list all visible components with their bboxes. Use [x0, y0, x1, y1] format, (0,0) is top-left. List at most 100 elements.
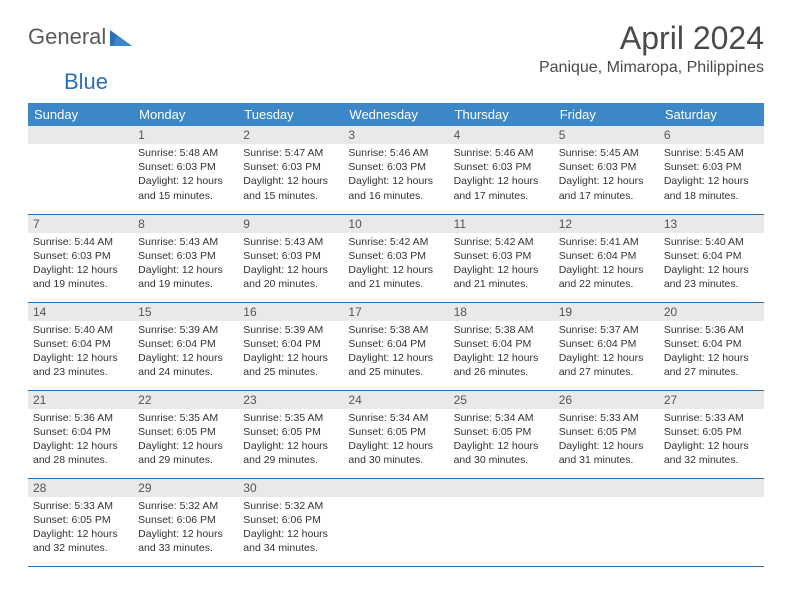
- calendar-week-row: 28Sunrise: 5:33 AMSunset: 6:05 PMDayligh…: [28, 478, 764, 566]
- logo-triangle-icon: [110, 28, 132, 46]
- day-number: 16: [238, 303, 343, 321]
- day-details: Sunrise: 5:36 AMSunset: 6:04 PMDaylight:…: [28, 409, 133, 472]
- calendar-day-cell: 13Sunrise: 5:40 AMSunset: 6:04 PMDayligh…: [659, 214, 764, 302]
- day-number: 27: [659, 391, 764, 409]
- day-number: 26: [554, 391, 659, 409]
- day-number: 23: [238, 391, 343, 409]
- day-details: Sunrise: 5:36 AMSunset: 6:04 PMDaylight:…: [659, 321, 764, 384]
- day-number: 5: [554, 126, 659, 144]
- calendar-day-cell: 16Sunrise: 5:39 AMSunset: 6:04 PMDayligh…: [238, 302, 343, 390]
- day-number: 30: [238, 479, 343, 497]
- day-details: Sunrise: 5:32 AMSunset: 6:06 PMDaylight:…: [133, 497, 238, 560]
- day-number: 8: [133, 215, 238, 233]
- day-details: Sunrise: 5:33 AMSunset: 6:05 PMDaylight:…: [28, 497, 133, 560]
- calendar-day-cell: 11Sunrise: 5:42 AMSunset: 6:03 PMDayligh…: [449, 214, 554, 302]
- day-details: Sunrise: 5:46 AMSunset: 6:03 PMDaylight:…: [343, 144, 448, 207]
- calendar-day-cell: 30Sunrise: 5:32 AMSunset: 6:06 PMDayligh…: [238, 478, 343, 566]
- day-number: 13: [659, 215, 764, 233]
- day-number: 15: [133, 303, 238, 321]
- weekday-header: Thursday: [449, 103, 554, 126]
- weekday-header: Sunday: [28, 103, 133, 126]
- weekday-header: Wednesday: [343, 103, 448, 126]
- calendar-day-cell: 10Sunrise: 5:42 AMSunset: 6:03 PMDayligh…: [343, 214, 448, 302]
- calendar-day-cell: 3Sunrise: 5:46 AMSunset: 6:03 PMDaylight…: [343, 126, 448, 214]
- day-details: Sunrise: 5:38 AMSunset: 6:04 PMDaylight:…: [449, 321, 554, 384]
- day-details: Sunrise: 5:34 AMSunset: 6:05 PMDaylight:…: [449, 409, 554, 472]
- day-details: Sunrise: 5:38 AMSunset: 6:04 PMDaylight:…: [343, 321, 448, 384]
- calendar-day-cell: 19Sunrise: 5:37 AMSunset: 6:04 PMDayligh…: [554, 302, 659, 390]
- day-details: Sunrise: 5:47 AMSunset: 6:03 PMDaylight:…: [238, 144, 343, 207]
- day-number: 24: [343, 391, 448, 409]
- day-details: Sunrise: 5:43 AMSunset: 6:03 PMDaylight:…: [133, 233, 238, 296]
- day-details: Sunrise: 5:41 AMSunset: 6:04 PMDaylight:…: [554, 233, 659, 296]
- calendar-day-cell: 8Sunrise: 5:43 AMSunset: 6:03 PMDaylight…: [133, 214, 238, 302]
- empty-day-header: [554, 479, 659, 497]
- day-details: Sunrise: 5:37 AMSunset: 6:04 PMDaylight:…: [554, 321, 659, 384]
- day-details: Sunrise: 5:35 AMSunset: 6:05 PMDaylight:…: [238, 409, 343, 472]
- day-details: Sunrise: 5:46 AMSunset: 6:03 PMDaylight:…: [449, 144, 554, 207]
- calendar-day-cell: 28Sunrise: 5:33 AMSunset: 6:05 PMDayligh…: [28, 478, 133, 566]
- day-details: Sunrise: 5:40 AMSunset: 6:04 PMDaylight:…: [659, 233, 764, 296]
- calendar-day-cell: 12Sunrise: 5:41 AMSunset: 6:04 PMDayligh…: [554, 214, 659, 302]
- day-details: Sunrise: 5:39 AMSunset: 6:04 PMDaylight:…: [238, 321, 343, 384]
- day-number: 28: [28, 479, 133, 497]
- calendar-day-cell: 4Sunrise: 5:46 AMSunset: 6:03 PMDaylight…: [449, 126, 554, 214]
- day-details: Sunrise: 5:35 AMSunset: 6:05 PMDaylight:…: [133, 409, 238, 472]
- calendar-day-cell: 24Sunrise: 5:34 AMSunset: 6:05 PMDayligh…: [343, 390, 448, 478]
- day-number: 10: [343, 215, 448, 233]
- calendar-week-row: 14Sunrise: 5:40 AMSunset: 6:04 PMDayligh…: [28, 302, 764, 390]
- day-number: 25: [449, 391, 554, 409]
- day-details: Sunrise: 5:32 AMSunset: 6:06 PMDaylight:…: [238, 497, 343, 560]
- day-details: Sunrise: 5:42 AMSunset: 6:03 PMDaylight:…: [449, 233, 554, 296]
- day-number: 7: [28, 215, 133, 233]
- day-number: 9: [238, 215, 343, 233]
- day-number: 14: [28, 303, 133, 321]
- logo-text-general: General: [28, 24, 106, 50]
- weekday-header-row: SundayMondayTuesdayWednesdayThursdayFrid…: [28, 103, 764, 126]
- calendar-empty-cell: [28, 126, 133, 214]
- calendar-week-row: 7Sunrise: 5:44 AMSunset: 6:03 PMDaylight…: [28, 214, 764, 302]
- day-details: Sunrise: 5:48 AMSunset: 6:03 PMDaylight:…: [133, 144, 238, 207]
- calendar-day-cell: 15Sunrise: 5:39 AMSunset: 6:04 PMDayligh…: [133, 302, 238, 390]
- calendar-day-cell: 21Sunrise: 5:36 AMSunset: 6:04 PMDayligh…: [28, 390, 133, 478]
- day-number: 2: [238, 126, 343, 144]
- day-details: Sunrise: 5:33 AMSunset: 6:05 PMDaylight:…: [659, 409, 764, 472]
- day-number: 3: [343, 126, 448, 144]
- calendar-day-cell: 7Sunrise: 5:44 AMSunset: 6:03 PMDaylight…: [28, 214, 133, 302]
- calendar-day-cell: 22Sunrise: 5:35 AMSunset: 6:05 PMDayligh…: [133, 390, 238, 478]
- month-title: April 2024: [539, 20, 764, 57]
- calendar-day-cell: 5Sunrise: 5:45 AMSunset: 6:03 PMDaylight…: [554, 126, 659, 214]
- day-number: 1: [133, 126, 238, 144]
- logo-text-blue: Blue: [64, 69, 108, 94]
- calendar-empty-cell: [343, 478, 448, 566]
- day-details: Sunrise: 5:33 AMSunset: 6:05 PMDaylight:…: [554, 409, 659, 472]
- day-details: Sunrise: 5:42 AMSunset: 6:03 PMDaylight:…: [343, 233, 448, 296]
- day-details: Sunrise: 5:39 AMSunset: 6:04 PMDaylight:…: [133, 321, 238, 384]
- empty-day-header: [28, 126, 133, 144]
- empty-day-header: [659, 479, 764, 497]
- day-number: 11: [449, 215, 554, 233]
- calendar-day-cell: 20Sunrise: 5:36 AMSunset: 6:04 PMDayligh…: [659, 302, 764, 390]
- calendar-empty-cell: [659, 478, 764, 566]
- day-number: 20: [659, 303, 764, 321]
- calendar-day-cell: 14Sunrise: 5:40 AMSunset: 6:04 PMDayligh…: [28, 302, 133, 390]
- day-number: 22: [133, 391, 238, 409]
- day-number: 17: [343, 303, 448, 321]
- day-details: Sunrise: 5:43 AMSunset: 6:03 PMDaylight:…: [238, 233, 343, 296]
- day-number: 12: [554, 215, 659, 233]
- weekday-header: Tuesday: [238, 103, 343, 126]
- day-details: Sunrise: 5:44 AMSunset: 6:03 PMDaylight:…: [28, 233, 133, 296]
- day-number: 4: [449, 126, 554, 144]
- calendar-day-cell: 6Sunrise: 5:45 AMSunset: 6:03 PMDaylight…: [659, 126, 764, 214]
- weekday-header: Saturday: [659, 103, 764, 126]
- calendar-day-cell: 9Sunrise: 5:43 AMSunset: 6:03 PMDaylight…: [238, 214, 343, 302]
- calendar-day-cell: 25Sunrise: 5:34 AMSunset: 6:05 PMDayligh…: [449, 390, 554, 478]
- day-details: Sunrise: 5:40 AMSunset: 6:04 PMDaylight:…: [28, 321, 133, 384]
- calendar-day-cell: 29Sunrise: 5:32 AMSunset: 6:06 PMDayligh…: [133, 478, 238, 566]
- calendar-day-cell: 23Sunrise: 5:35 AMSunset: 6:05 PMDayligh…: [238, 390, 343, 478]
- day-number: 21: [28, 391, 133, 409]
- day-number: 19: [554, 303, 659, 321]
- day-details: Sunrise: 5:34 AMSunset: 6:05 PMDaylight:…: [343, 409, 448, 472]
- calendar-day-cell: 27Sunrise: 5:33 AMSunset: 6:05 PMDayligh…: [659, 390, 764, 478]
- day-number: 18: [449, 303, 554, 321]
